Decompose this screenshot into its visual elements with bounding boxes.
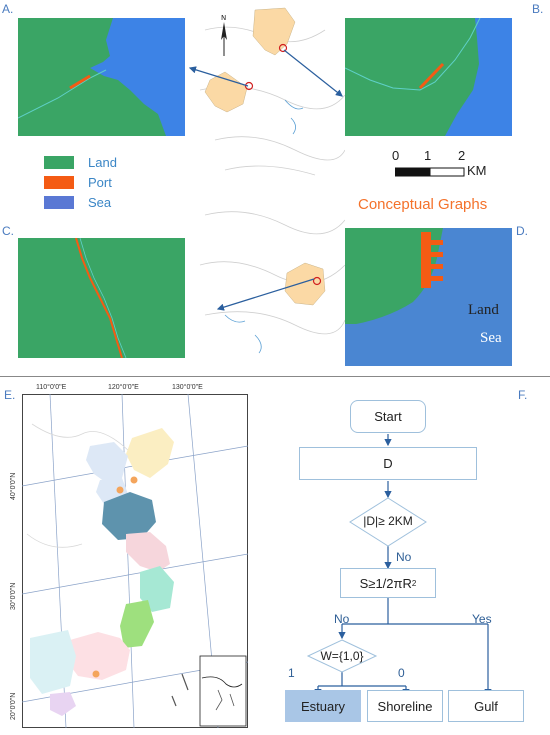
flow-cond-area-sup: 2 [411,578,417,588]
legend-sea-swatch [44,196,74,209]
flow-cond-area: S≥1/2πR 2 [340,568,436,598]
flow-cond-water: W={1,0} [320,649,364,663]
flow-no-label-1: No [396,550,412,564]
scale-bar [395,167,465,177]
scale-tick-0: 0 [392,148,400,163]
flow-cond-area-text: S≥1/2πR [359,575,412,591]
lon-tick-120: 120°0'0"E [108,384,139,391]
flowchart-connectors [306,434,492,697]
panel-d-conceptual [345,228,512,366]
scale-unit: KM [467,163,487,178]
panel-a-label: A. [2,2,14,16]
panel-c-label: C. [2,224,14,238]
section-divider [0,376,550,377]
legend-land-label: Land [88,155,117,170]
conceptual-land-label: Land [468,302,499,318]
panel-e-map [22,394,248,728]
scale-tick-1: 1 [424,148,432,163]
flow-start: Start [350,400,426,433]
panel-b-label: B. [532,2,544,16]
north-arrow-icon: N [221,14,227,56]
panel-f-label: F. [518,388,528,402]
svg-text:N: N [221,14,226,22]
connector-arrows-top [188,49,343,97]
panel-d-label: D. [516,224,528,238]
overview-map-bottom [199,211,345,354]
flow-yes-label: Yes [472,612,492,626]
panel-c-map [18,238,185,358]
flow-shoreline: Shoreline [367,690,443,722]
panel-e-label: E. [4,388,16,402]
lat-tick-30: 30°0'0"N [10,582,17,610]
panel-b-map [345,18,512,136]
legend-land-swatch [44,156,74,169]
legend-port-label: Port [88,175,112,190]
connector-arrow-bottom [216,278,315,311]
lon-tick-110: 110°0'0"E [36,384,67,391]
flow-gulf: Gulf [448,690,524,722]
lon-tick-130: 130°0'0"E [172,384,203,391]
conceptual-sea-label: Sea [480,330,502,346]
flow-label-zero: 0 [398,666,405,680]
panel-a-map [18,18,185,136]
flow-label-one: 1 [288,666,295,680]
legend-sea-label: Sea [88,195,112,210]
lat-tick-20: 20°0'0"N [10,692,17,720]
conceptual-title: Conceptual Graphs [358,196,488,213]
flow-no-label-2: No [334,612,350,626]
lat-tick-40: 40°0'0"N [10,472,17,500]
flow-estuary: Estuary [285,690,361,722]
flow-cond-distance: |D|≥ 2KM [363,514,413,528]
flow-d-box: D [299,447,477,480]
scale-tick-2: 2 [458,148,466,163]
legend-port-swatch [44,176,74,189]
